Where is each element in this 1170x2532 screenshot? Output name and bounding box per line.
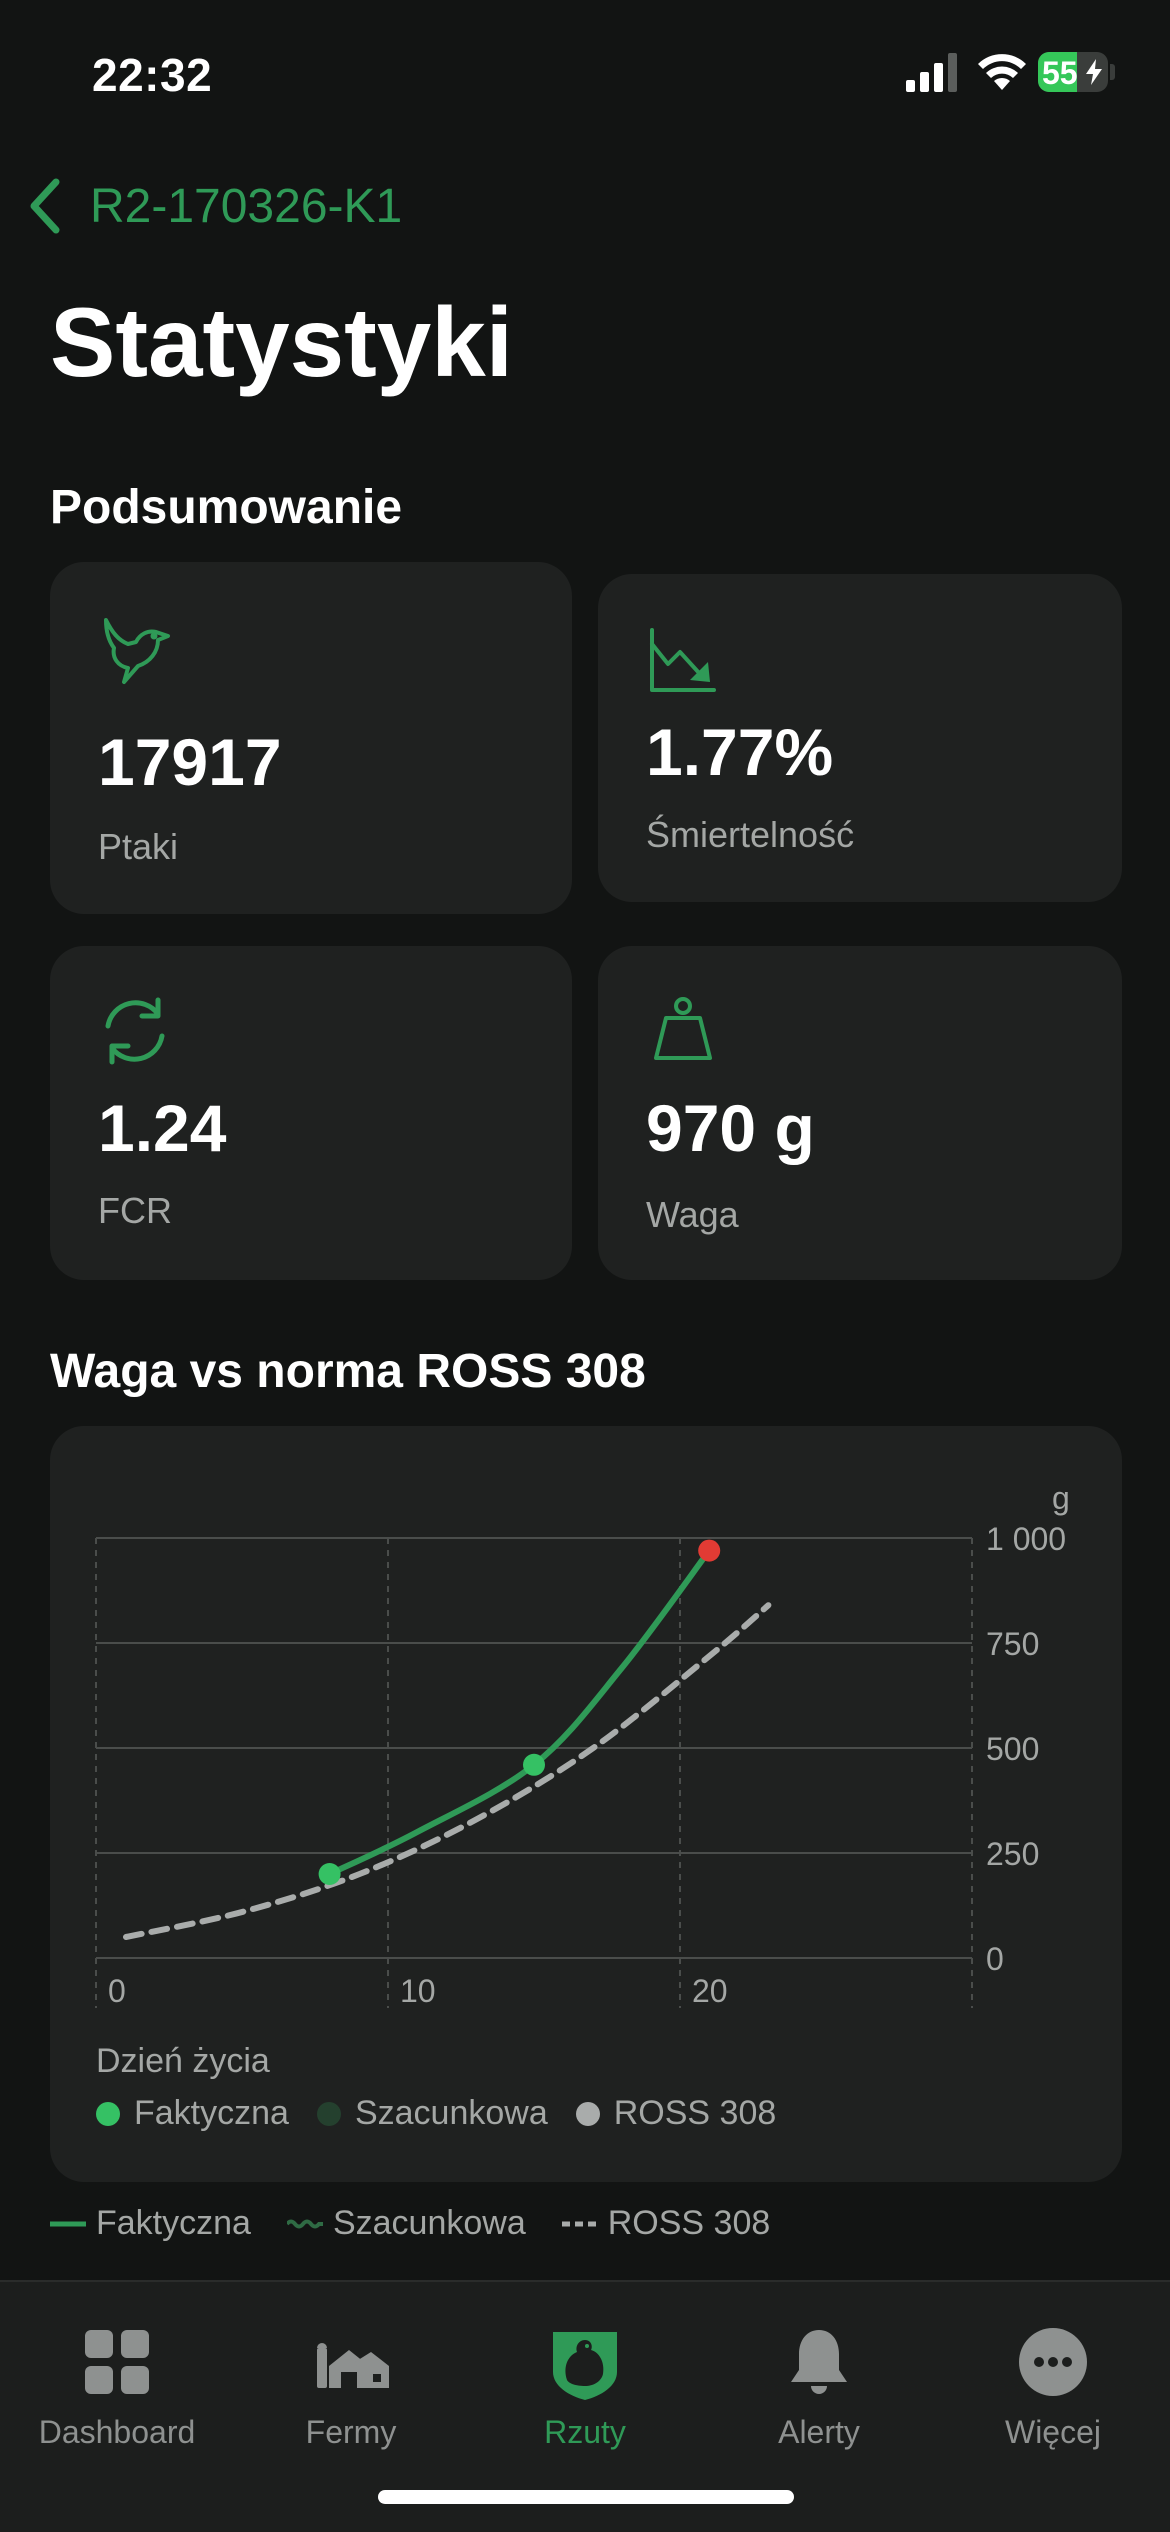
birds-value: 17917: [98, 725, 282, 799]
line-legend-ross-label: ROSS 308: [607, 2204, 771, 2242]
battery-nub: [1110, 64, 1115, 80]
x-tick-label: 20: [692, 1973, 728, 2009]
bell-icon: [791, 2330, 847, 2394]
back-label: R2-170326-K1: [90, 179, 403, 233]
battery-fill: [1038, 52, 1077, 92]
tab-alerts-label: Alerty: [778, 2414, 860, 2450]
home-indicator: [378, 2490, 794, 2504]
tab-flocks-label: Rzuty: [544, 2414, 626, 2450]
x-tick-label: 0: [108, 1973, 126, 2009]
tab-dashboard[interactable]: Dashboard: [0, 2302, 234, 2452]
legend-item-actual: Faktyczna: [96, 2094, 289, 2133]
chicken-shield-icon: [553, 2332, 617, 2400]
legend-label-actual: Faktyczna: [134, 2094, 289, 2132]
more-icon: [1019, 2328, 1087, 2396]
page-title: Statystyki: [50, 287, 514, 397]
series-line-ross-308: [123, 1602, 772, 1940]
tab-dashboard-label: Dashboard: [38, 2414, 196, 2450]
tab-farms[interactable]: Fermy: [234, 2302, 468, 2452]
battery-percent: 55: [1042, 55, 1078, 91]
birds-label: Ptaki: [98, 826, 179, 867]
summary-card-mortality: 1.77% Śmiertelność: [598, 574, 1122, 902]
weight-chart: 0 250 500 750 1 000 0 10 20: [95, 1521, 1066, 2009]
summary-card-birds: 17917 Ptaki: [50, 562, 572, 914]
data-point-latest: [698, 1539, 721, 1562]
bird-icon: [104, 618, 170, 684]
refresh-icon: [105, 997, 165, 1065]
status-time: 22:32: [92, 49, 213, 101]
mortality-value: 1.77%: [646, 715, 834, 789]
charging-bolt-icon: [1086, 59, 1102, 85]
mortality-label: Śmiertelność: [646, 814, 855, 855]
tab-more[interactable]: Więcej: [936, 2302, 1170, 2452]
chevron-left-icon: [30, 178, 60, 234]
farm-icon: [317, 2343, 389, 2388]
tab-more-label: Więcej: [1004, 2414, 1101, 2450]
summary-section-title: Podsumowanie: [50, 481, 403, 534]
weight-value: 970 g: [646, 1091, 815, 1165]
dashed-line-swatch: [561, 2221, 598, 2226]
battery-indicator: 55: [1038, 52, 1108, 92]
back-button[interactable]: R2-170326-K1: [26, 176, 402, 236]
cellular-signal-icon: [906, 53, 957, 92]
solid-line-swatch: [50, 2221, 86, 2226]
legend-label-estimated: Szacunkowa: [354, 2094, 548, 2132]
summary-card-fcr: 1.24 FCR: [50, 946, 572, 1280]
legend-item-estimated: Szacunkowa: [316, 2094, 548, 2133]
line-legend-ross: ROSS 308: [561, 2204, 771, 2243]
line-legend-actual-label: Faktyczna: [96, 2204, 251, 2242]
chart-down-icon: [650, 628, 716, 692]
chart-y-unit: g: [1052, 1480, 1070, 1516]
line-style-legend: Faktyczna Szacunkowa ROSS 308: [50, 2204, 806, 2243]
series-line-actual: [326, 1547, 713, 1877]
status-bar: 22:32 55: [0, 0, 1170, 150]
x-tick-label: 10: [400, 1973, 436, 2009]
grid-icon: [85, 2330, 149, 2394]
y-tick-label: 1 000: [986, 1521, 1066, 1557]
line-legend-estimated-label: Szacunkowa: [332, 2204, 526, 2242]
y-tick-label: 750: [986, 1626, 1039, 1662]
legend-dot-ross: [575, 2101, 600, 2126]
chart-x-axis-title: Dzień życia: [96, 2042, 270, 2080]
fcr-value: 1.24: [98, 1091, 227, 1165]
weight-chart-card: g 0 250 500 750 1 000 0 10 20 Dzień życia Fakty…: [50, 1426, 1122, 2182]
tab-flocks[interactable]: Rzuty: [468, 2302, 702, 2452]
tab-alerts[interactable]: Alerty: [702, 2302, 936, 2452]
fcr-label: FCR: [98, 1190, 172, 1231]
weight-icon: [654, 997, 712, 1060]
wavy-line-swatch: [286, 2219, 323, 2228]
summary-card-weight: 970 g Waga: [598, 946, 1122, 1280]
weight-label: Waga: [646, 1194, 739, 1235]
chart-section-title: Waga vs norma ROSS 308: [50, 1345, 646, 1398]
legend-item-ross: ROSS 308: [575, 2094, 777, 2133]
tab-farms-label: Fermy: [305, 2414, 397, 2450]
line-legend-estimated: Szacunkowa: [286, 2204, 526, 2243]
wifi-icon: [978, 54, 1026, 90]
data-point-actual: [523, 1753, 545, 1776]
legend-dot-actual: [96, 2101, 120, 2126]
line-legend-actual: Faktyczna: [50, 2204, 251, 2243]
y-tick-label: 250: [986, 1836, 1039, 1872]
legend-label-ross: ROSS 308: [613, 2094, 777, 2132]
y-tick-label: 0: [986, 1941, 1004, 1977]
chart-legend: Faktyczna Szacunkowa ROSS 308: [96, 2094, 804, 2133]
y-tick-label: 500: [986, 1731, 1039, 1767]
data-point-actual: [318, 1863, 341, 1885]
legend-dot-estimated: [316, 2101, 341, 2126]
